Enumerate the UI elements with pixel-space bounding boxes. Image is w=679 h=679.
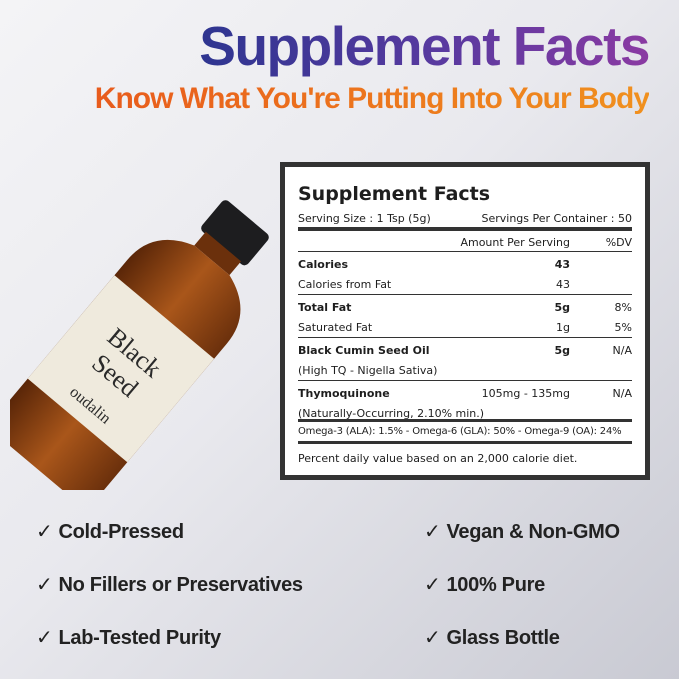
servings-per-container: Servings Per Container : 50 xyxy=(481,212,633,225)
nutrient-row: Total Fat 5g 8% xyxy=(298,301,632,314)
nutrient-label: Total Fat xyxy=(298,301,352,314)
feature-label: 100% Pure xyxy=(446,574,545,596)
nutrient-label: Calories xyxy=(298,258,349,271)
nutrient-row: Thymoquinone 105mg - 135mg N/A xyxy=(298,387,632,400)
divider xyxy=(298,380,632,381)
divider xyxy=(298,227,632,231)
nutrient-amount: 105mg - 135mg xyxy=(481,387,570,400)
nutrient-dv: N/A xyxy=(612,387,632,400)
nutrient-amount: 5g xyxy=(554,301,570,314)
bottle-label xyxy=(27,275,215,463)
nutrient-dv: 8% xyxy=(614,301,632,314)
omega-info: Omega-3 (ALA): 1.5% - Omega-6 (GLA): 50%… xyxy=(298,426,622,437)
feature-item: ✓ Lab-Tested Purity xyxy=(36,625,221,650)
divider xyxy=(298,337,632,338)
nutrient-row: Calories 43 xyxy=(298,258,632,271)
serving-size: Serving Size : 1 Tsp (5g) xyxy=(298,212,431,225)
supplement-facts-panel: Supplement Facts Serving Size : 1 Tsp (5… xyxy=(280,162,650,480)
nutrient-amount: 5g xyxy=(554,344,570,357)
feature-item: ✓ Cold-Pressed xyxy=(36,519,184,544)
nutrient-amount: 43 xyxy=(556,278,570,291)
check-icon: ✓ xyxy=(424,627,441,649)
feature-label: Lab-Tested Purity xyxy=(58,627,221,649)
footnote: Percent daily value based on an 2,000 ca… xyxy=(298,452,578,465)
divider xyxy=(298,419,632,422)
feature-item: ✓ No Fillers or Preservatives xyxy=(36,572,303,597)
feature-label: Vegan & Non-GMO xyxy=(446,521,620,543)
feature-label: No Fillers or Preservatives xyxy=(58,574,303,596)
nutrient-label: (High TQ - Nigella Sativa) xyxy=(298,364,438,377)
amount-header: Amount Per Serving xyxy=(460,236,570,249)
page-subtitle: Know What You're Putting Into Your Body xyxy=(94,82,650,115)
nutrient-amount: 43 xyxy=(554,258,570,271)
nutrient-label: Calories from Fat xyxy=(298,278,392,291)
feature-label: Cold-Pressed xyxy=(58,521,184,543)
feature-label: Glass Bottle xyxy=(446,627,560,649)
page-title: Supplement Facts xyxy=(199,15,650,77)
divider xyxy=(298,251,632,252)
product-bottle-image: Black Seed oudalin xyxy=(10,200,269,490)
bottle-cap xyxy=(201,200,269,266)
feature-item: ✓ 100% Pure xyxy=(424,572,545,597)
check-icon: ✓ xyxy=(424,521,441,543)
dv-header: %DV xyxy=(605,236,632,249)
nutrient-row: Black Cumin Seed Oil 5g N/A xyxy=(298,344,632,357)
check-icon: ✓ xyxy=(424,574,441,596)
nutrient-label: Saturated Fat xyxy=(298,321,373,334)
divider xyxy=(298,441,632,444)
nutrient-label: Black Cumin Seed Oil xyxy=(298,344,430,357)
check-icon: ✓ xyxy=(36,521,53,543)
nutrient-row: Calories from Fat 43 xyxy=(298,278,632,291)
divider xyxy=(298,294,632,295)
nutrient-dv: N/A xyxy=(612,344,632,357)
nutrient-row: (Naturally-Occurring, 2.10% min.) xyxy=(298,407,632,420)
nutrient-label: Thymoquinone xyxy=(298,387,390,400)
nutrient-row: (High TQ - Nigella Sativa) xyxy=(298,364,632,377)
nutrient-label: (Naturally-Occurring, 2.10% min.) xyxy=(298,407,485,420)
check-icon: ✓ xyxy=(36,574,53,596)
nutrient-row: Saturated Fat 1g 5% xyxy=(298,321,632,334)
feature-item: ✓ Glass Bottle xyxy=(424,625,560,650)
nutrient-amount: 1g xyxy=(556,321,570,334)
check-icon: ✓ xyxy=(36,627,53,649)
nutrient-dv: 5% xyxy=(614,321,632,334)
panel-title: Supplement Facts xyxy=(298,183,491,205)
feature-item: ✓ Vegan & Non-GMO xyxy=(424,519,620,544)
